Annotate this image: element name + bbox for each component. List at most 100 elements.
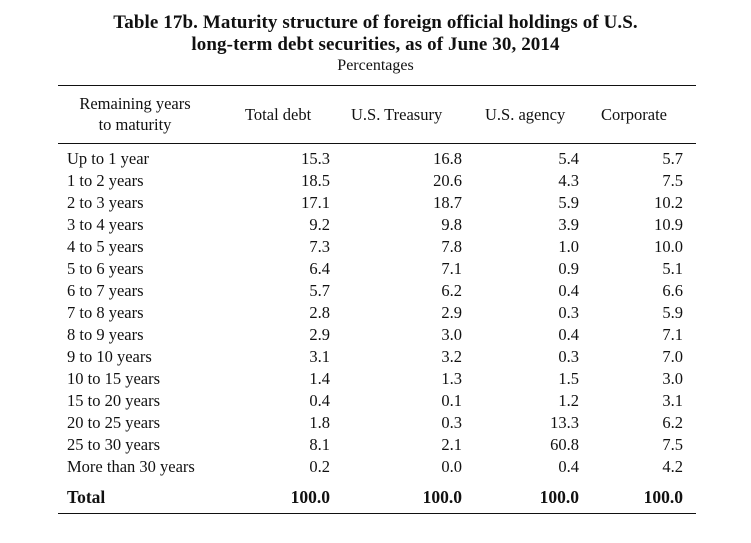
cell-us-treasury: 2.9 <box>441 303 462 322</box>
bottom-rule <box>58 513 696 514</box>
row-label: 1 to 2 years <box>67 171 144 190</box>
total-row: Total 100.0 100.0 100.0 100.0 <box>0 486 751 508</box>
cell-corporate: 6.2 <box>662 413 683 432</box>
header-rule <box>58 143 696 144</box>
table-row: 25 to 30 years 8.1 2.1 60.8 7.5 <box>0 434 751 456</box>
cell-us-treasury: 0.0 <box>441 457 462 476</box>
top-rule <box>58 85 696 86</box>
cell-corporate: 10.0 <box>654 237 683 256</box>
table-row: 10 to 15 years 1.4 1.3 1.5 3.0 <box>0 368 751 390</box>
cell-us-treasury: 1.3 <box>441 369 462 388</box>
table-row: 5 to 6 years 6.4 7.1 0.9 5.1 <box>0 258 751 280</box>
cell-us-agency: 5.9 <box>558 193 579 212</box>
total-corporate: 100.0 <box>643 487 683 507</box>
cell-total-debt: 0.4 <box>309 391 330 410</box>
cell-us-treasury: 18.7 <box>433 193 462 212</box>
table-title-line-1: Table 17b. Maturity structure of foreign… <box>113 12 638 33</box>
cell-us-treasury: 0.1 <box>441 391 462 410</box>
header-total-debt: Total debt <box>245 105 312 124</box>
total-us-agency: 100.0 <box>539 487 579 507</box>
cell-corporate: 5.1 <box>662 259 683 278</box>
row-label: 9 to 10 years <box>67 347 152 366</box>
row-label: 3 to 4 years <box>67 215 144 234</box>
cell-total-debt: 2.8 <box>309 303 330 322</box>
row-label: Up to 1 year <box>67 149 150 168</box>
cell-us-agency: 0.9 <box>558 259 579 278</box>
cell-us-treasury: 9.8 <box>441 215 462 234</box>
cell-total-debt: 3.1 <box>309 347 330 366</box>
total-us-treasury: 100.0 <box>422 487 462 507</box>
cell-us-agency: 1.2 <box>558 391 579 410</box>
row-label: 2 to 3 years <box>67 193 144 212</box>
table-row: 2 to 3 years 17.1 18.7 5.9 10.2 <box>0 192 751 214</box>
table-title-line-2: long-term debt securities, as of June 30… <box>191 34 560 55</box>
cell-us-treasury: 16.8 <box>433 149 462 168</box>
cell-us-agency: 0.4 <box>558 457 579 476</box>
table-row: Up to 1 year 15.3 16.8 5.4 5.7 <box>0 148 751 170</box>
header-label-line-2: to maturity <box>98 115 172 134</box>
cell-total-debt: 1.8 <box>309 413 330 432</box>
cell-us-treasury: 6.2 <box>441 281 462 300</box>
header-us-treasury: U.S. Treasury <box>351 105 443 124</box>
header-remaining-years: Remaining years to maturity <box>60 93 210 135</box>
cell-us-treasury: 20.6 <box>433 171 462 190</box>
cell-corporate: 10.9 <box>654 215 683 234</box>
cell-corporate: 3.1 <box>662 391 683 410</box>
table-row: 9 to 10 years 3.1 3.2 0.3 7.0 <box>0 346 751 368</box>
cell-us-agency: 0.3 <box>558 303 579 322</box>
cell-total-debt: 18.5 <box>301 171 330 190</box>
total-total-debt: 100.0 <box>290 487 330 507</box>
cell-us-treasury: 3.0 <box>441 325 462 344</box>
row-label: 25 to 30 years <box>67 435 161 454</box>
table-row: 7 to 8 years 2.8 2.9 0.3 5.9 <box>0 302 751 324</box>
table-row: 20 to 25 years 1.8 0.3 13.3 6.2 <box>0 412 751 434</box>
cell-us-agency: 3.9 <box>558 215 579 234</box>
table-row: 8 to 9 years 2.9 3.0 0.4 7.1 <box>0 324 751 346</box>
cell-us-agency: 13.3 <box>550 413 579 432</box>
cell-total-debt: 7.3 <box>309 237 330 256</box>
cell-corporate: 7.1 <box>662 325 683 344</box>
cell-us-treasury: 7.1 <box>441 259 462 278</box>
header-us-agency: U.S. agency <box>485 105 566 124</box>
table-subtitle: Percentages <box>337 57 414 74</box>
cell-us-agency: 0.4 <box>558 281 579 300</box>
cell-total-debt: 0.2 <box>309 457 330 476</box>
total-label: Total <box>67 487 106 507</box>
cell-corporate: 5.7 <box>662 149 683 168</box>
cell-corporate: 10.2 <box>654 193 683 212</box>
cell-total-debt: 6.4 <box>309 259 330 278</box>
cell-total-debt: 2.9 <box>309 325 330 344</box>
table-row: 15 to 20 years 0.4 0.1 1.2 3.1 <box>0 390 751 412</box>
cell-us-agency: 5.4 <box>558 149 579 168</box>
table-row: More than 30 years 0.2 0.0 0.4 4.2 <box>0 456 751 478</box>
row-label: 7 to 8 years <box>67 303 144 322</box>
cell-total-debt: 15.3 <box>301 149 330 168</box>
table-row: 6 to 7 years 5.7 6.2 0.4 6.6 <box>0 280 751 302</box>
table-row: 3 to 4 years 9.2 9.8 3.9 10.9 <box>0 214 751 236</box>
row-label: 15 to 20 years <box>67 391 161 410</box>
cell-total-debt: 1.4 <box>309 369 330 388</box>
header-corporate: Corporate <box>601 105 667 124</box>
cell-us-agency: 4.3 <box>558 171 579 190</box>
cell-total-debt: 9.2 <box>309 215 330 234</box>
cell-corporate: 3.0 <box>662 369 683 388</box>
cell-us-agency: 60.8 <box>550 435 579 454</box>
cell-total-debt: 5.7 <box>309 281 330 300</box>
row-label: 5 to 6 years <box>67 259 144 278</box>
row-label: 10 to 15 years <box>67 369 161 388</box>
cell-us-agency: 0.3 <box>558 347 579 366</box>
cell-us-treasury: 7.8 <box>441 237 462 256</box>
cell-corporate: 4.2 <box>662 457 683 476</box>
row-label: 8 to 9 years <box>67 325 144 344</box>
row-label: 20 to 25 years <box>67 413 161 432</box>
cell-total-debt: 17.1 <box>301 193 330 212</box>
cell-us-treasury: 2.1 <box>441 435 462 454</box>
cell-corporate: 7.5 <box>662 435 683 454</box>
cell-corporate: 7.0 <box>662 347 683 366</box>
cell-total-debt: 8.1 <box>309 435 330 454</box>
header-label-line-1: Remaining years <box>79 94 191 113</box>
table-caption: Table 17b. Maturity structure of foreign… <box>0 12 751 76</box>
cell-corporate: 5.9 <box>662 303 683 322</box>
cell-us-treasury: 3.2 <box>441 347 462 366</box>
table-body: Up to 1 year 15.3 16.8 5.4 5.7 1 to 2 years 18… <box>0 148 751 478</box>
